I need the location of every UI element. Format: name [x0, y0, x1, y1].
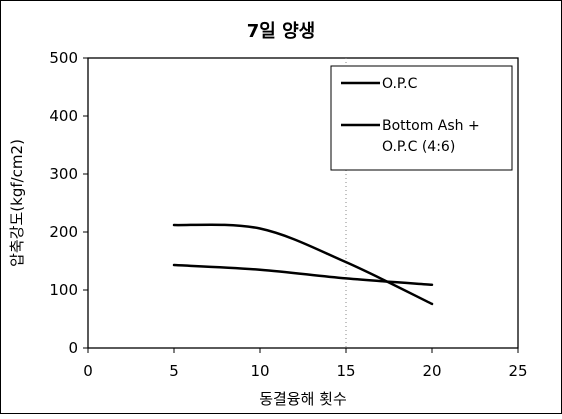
y-tick-label: 200: [49, 223, 78, 241]
legend-label-opc: O.P.C: [382, 76, 418, 92]
ticks-layer: 0 5 10 15 20 25 0 100 200 300 400 500: [49, 49, 527, 380]
y-tick-label: 100: [49, 281, 78, 299]
y-tick-label: 300: [49, 165, 78, 183]
plot-area: [87, 57, 519, 349]
legend: O.P.C Bottom Ash + O.P.C (4:6): [330, 65, 513, 171]
series-line-bottom-ash: [172, 263, 434, 287]
x-tick-label: 5: [169, 362, 179, 380]
y-tick-label: 0: [68, 339, 78, 357]
x-tick-label: 15: [336, 362, 355, 380]
legend-label-bottom-ash-line1: Bottom Ash +: [382, 118, 480, 134]
y-tick-label: 500: [49, 49, 78, 67]
x-tick-label: 0: [83, 362, 93, 380]
series-layer: [172, 223, 434, 306]
series-line-opc: [172, 223, 434, 306]
chart-title: 7일 양생: [247, 21, 315, 42]
y-axis-title: 압축강도(kgf/cm2): [8, 139, 26, 267]
x-axis-title: 동결융해 횟수: [259, 390, 347, 408]
y-tick-label: 400: [49, 107, 78, 125]
legend-label-bottom-ash-line2: O.P.C (4:6): [382, 139, 455, 155]
x-tick-label: 20: [422, 362, 441, 380]
x-tick-label: 10: [250, 362, 269, 380]
x-tick-label: 25: [508, 362, 527, 380]
